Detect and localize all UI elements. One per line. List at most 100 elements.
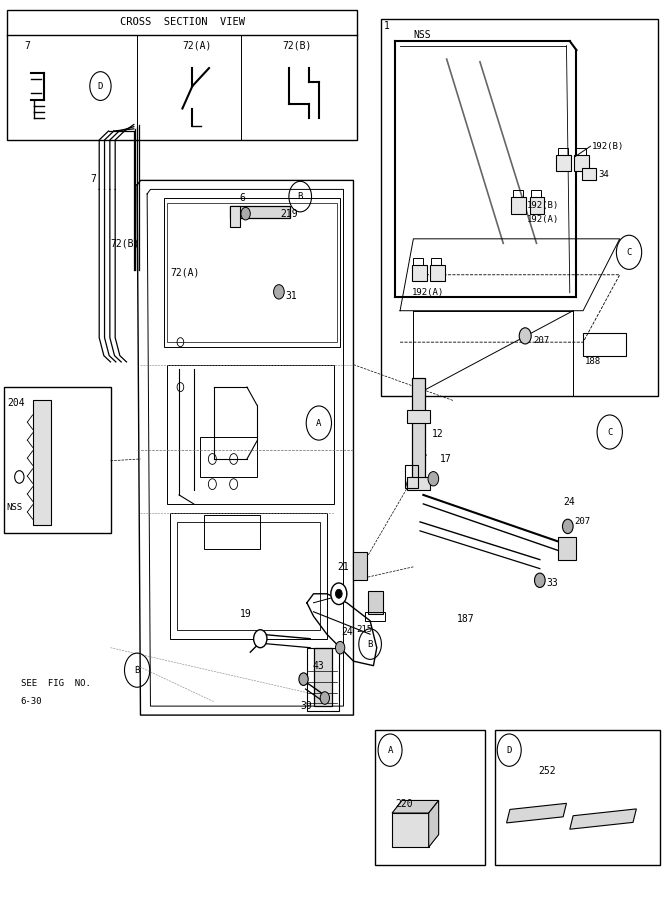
Text: B: B <box>368 640 373 649</box>
Bar <box>576 148 586 156</box>
Text: 72(A): 72(A) <box>171 267 200 277</box>
Bar <box>164 198 340 346</box>
Text: 188: 188 <box>585 357 601 366</box>
Bar <box>177 522 320 630</box>
Circle shape <box>273 284 284 299</box>
Text: SEE  FIG  NO.: SEE FIG NO. <box>21 680 91 688</box>
Bar <box>407 477 430 490</box>
Text: B: B <box>297 192 303 201</box>
Circle shape <box>428 472 439 486</box>
Bar <box>432 257 442 265</box>
Bar <box>376 731 486 865</box>
Text: 17: 17 <box>440 454 452 464</box>
Text: 34: 34 <box>598 169 609 178</box>
Bar <box>494 731 660 865</box>
Circle shape <box>336 642 345 654</box>
Polygon shape <box>570 809 636 829</box>
Text: 215: 215 <box>357 626 373 634</box>
Text: A: A <box>316 418 321 427</box>
Text: 24: 24 <box>342 626 354 636</box>
Bar <box>558 148 568 156</box>
Text: 31: 31 <box>285 292 297 302</box>
Bar <box>307 648 339 711</box>
Circle shape <box>331 583 347 605</box>
Bar <box>382 19 658 396</box>
Text: 220: 220 <box>396 799 413 809</box>
Circle shape <box>320 692 329 705</box>
Bar <box>366 612 386 621</box>
Bar <box>531 190 541 197</box>
Polygon shape <box>506 804 566 823</box>
Bar <box>430 265 445 281</box>
Circle shape <box>534 573 545 588</box>
Text: 192(B): 192(B) <box>592 142 624 151</box>
Bar <box>171 513 327 639</box>
Text: 43: 43 <box>312 661 324 670</box>
Bar <box>511 197 526 213</box>
Circle shape <box>241 207 250 220</box>
Text: 6-30: 6-30 <box>21 698 42 706</box>
Circle shape <box>336 590 342 598</box>
Text: A: A <box>388 745 393 754</box>
Bar <box>4 387 111 533</box>
Bar <box>167 364 334 504</box>
Text: D: D <box>98 82 103 91</box>
Circle shape <box>253 630 267 648</box>
Text: 12: 12 <box>432 428 444 439</box>
Text: C: C <box>626 248 632 256</box>
Text: 192(A): 192(A) <box>526 214 559 223</box>
Text: 6: 6 <box>239 194 245 203</box>
Bar <box>230 206 290 218</box>
Text: D: D <box>506 745 512 754</box>
Bar <box>582 167 596 180</box>
Bar <box>7 10 357 140</box>
Bar <box>407 410 430 423</box>
Text: 72(B): 72(B) <box>111 238 140 248</box>
Bar <box>167 202 337 342</box>
Text: 33: 33 <box>546 578 558 588</box>
Text: 24: 24 <box>563 497 575 507</box>
Bar <box>405 465 418 488</box>
Circle shape <box>562 519 573 534</box>
Text: 207: 207 <box>574 518 590 526</box>
Bar <box>392 813 429 847</box>
Bar <box>230 206 240 227</box>
Bar <box>512 190 522 197</box>
Bar <box>203 515 260 549</box>
Text: 192(B): 192(B) <box>526 201 559 210</box>
Text: 19: 19 <box>240 608 252 618</box>
Text: C: C <box>607 428 612 436</box>
Bar <box>412 378 426 486</box>
Bar <box>313 648 332 706</box>
Bar <box>354 552 367 581</box>
Bar <box>558 537 576 560</box>
Text: 192(A): 192(A) <box>412 288 444 297</box>
Text: 252: 252 <box>538 766 556 776</box>
Circle shape <box>519 328 531 344</box>
Bar <box>556 156 571 171</box>
Bar <box>200 436 257 477</box>
Text: 21: 21 <box>337 562 349 572</box>
Text: 207: 207 <box>533 336 550 345</box>
Text: 219: 219 <box>280 209 298 219</box>
Bar <box>412 265 427 281</box>
Bar <box>583 333 626 356</box>
Text: CROSS  SECTION  VIEW: CROSS SECTION VIEW <box>119 17 245 27</box>
Text: 72(A): 72(A) <box>182 40 212 50</box>
Bar <box>530 197 544 213</box>
Polygon shape <box>392 800 439 813</box>
Text: 7: 7 <box>91 174 97 184</box>
Text: 7: 7 <box>24 40 30 50</box>
Text: 187: 187 <box>457 614 474 624</box>
Text: 72(B): 72(B) <box>283 40 312 50</box>
Text: 204: 204 <box>7 399 25 409</box>
Bar <box>414 257 424 265</box>
Text: B: B <box>135 666 140 675</box>
Text: NSS: NSS <box>414 30 431 40</box>
Circle shape <box>299 673 308 686</box>
Bar <box>33 400 51 526</box>
Text: 1: 1 <box>384 21 390 31</box>
Bar <box>574 156 589 171</box>
Polygon shape <box>429 800 439 847</box>
Text: NSS: NSS <box>6 503 22 512</box>
